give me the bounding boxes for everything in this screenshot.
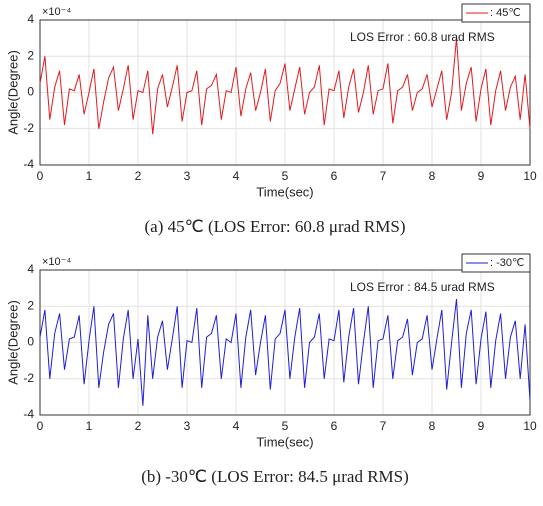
legend-box xyxy=(461,3,531,23)
x-tick-label: 0 xyxy=(37,169,44,183)
y-tick-label: 2 xyxy=(27,48,34,62)
x-tick-label: 9 xyxy=(478,169,485,183)
y-tick-label: 4 xyxy=(27,12,34,26)
y-tick-label: -2 xyxy=(23,121,34,135)
x-tick-label: 1 xyxy=(86,169,93,183)
legend-label: : 45℃ xyxy=(490,7,521,19)
y-tick-label: -2 xyxy=(23,371,34,385)
y-tick-label: 0 xyxy=(27,335,34,349)
x-tick-label: 4 xyxy=(233,419,240,433)
x-axis-label: Time(sec) xyxy=(256,184,313,199)
x-tick-label: 8 xyxy=(429,419,436,433)
caption: (b) -30℃ (LOS Error: 84.5 μrad RMS) xyxy=(141,467,409,486)
x-tick-label: 2 xyxy=(135,169,142,183)
y-tick-label: 2 xyxy=(27,298,34,312)
legend-box xyxy=(461,253,531,273)
axes-box xyxy=(39,19,531,166)
y-tick-label: 4 xyxy=(27,262,34,276)
y-multiplier: ×10⁻⁴ xyxy=(42,6,71,18)
caption: (a) 45℃ (LOS Error: 60.8 μrad RMS) xyxy=(145,217,406,236)
x-tick-label: 2 xyxy=(135,419,142,433)
x-tick-label: 4 xyxy=(233,169,240,183)
y-tick-label: 0 xyxy=(27,85,34,99)
x-tick-label: 3 xyxy=(184,419,191,433)
y-axis-label: Angle(Degree) xyxy=(5,300,20,385)
x-tick-label: 6 xyxy=(331,419,338,433)
y-tick-label: -4 xyxy=(23,407,34,421)
x-tick-label: 0 xyxy=(37,419,44,433)
annotation: LOS Error : 60.8 urad RMS xyxy=(350,30,495,44)
x-axis-label: Time(sec) xyxy=(256,434,313,449)
x-tick-label: 10 xyxy=(523,419,537,433)
x-tick-label: 9 xyxy=(478,419,485,433)
data-line xyxy=(39,298,531,406)
x-tick-label: 7 xyxy=(380,169,387,183)
x-tick-label: 10 xyxy=(523,169,537,183)
y-axis-label: Angle(Degree) xyxy=(5,50,20,135)
annotation: LOS Error : 84.5 urad RMS xyxy=(350,280,495,294)
axes-box xyxy=(39,269,531,416)
x-tick-label: 8 xyxy=(429,169,436,183)
x-tick-label: 1 xyxy=(86,419,93,433)
y-multiplier: ×10⁻⁴ xyxy=(42,256,71,268)
x-tick-label: 3 xyxy=(184,169,191,183)
x-tick-label: 5 xyxy=(282,169,289,183)
data-line xyxy=(39,38,531,135)
legend-label: : -30℃ xyxy=(490,257,524,269)
x-tick-label: 7 xyxy=(380,419,387,433)
y-tick-label: -4 xyxy=(23,157,34,171)
x-tick-label: 5 xyxy=(282,419,289,433)
x-tick-label: 6 xyxy=(331,169,338,183)
